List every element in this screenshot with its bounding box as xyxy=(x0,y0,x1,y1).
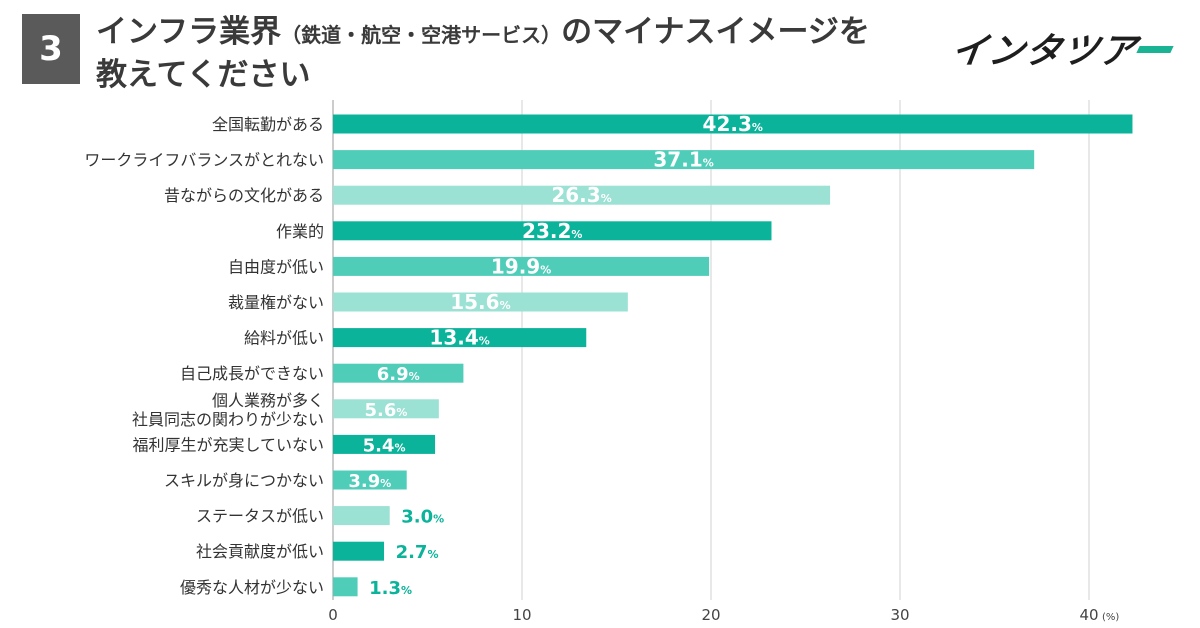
bar xyxy=(333,150,1035,170)
bar xyxy=(333,221,772,241)
bar xyxy=(333,363,464,383)
value-label: 2.7% xyxy=(396,542,439,563)
category-label: 優秀な人材が少ない xyxy=(180,578,324,597)
value-label: 15.6% xyxy=(450,290,510,314)
category-label: スキルが身につかない xyxy=(164,471,324,490)
value-label: 42.3% xyxy=(703,112,763,136)
question-number: 3 xyxy=(39,29,63,69)
x-unit-label: (%) xyxy=(1102,612,1119,623)
bar xyxy=(333,399,439,419)
x-tick-label: 10 xyxy=(512,606,531,624)
value-label: 1.3% xyxy=(369,578,412,599)
bar xyxy=(333,114,1133,134)
value-label: 19.9% xyxy=(491,254,551,278)
category-label: 全国転勤がある xyxy=(212,115,324,134)
category-label: 作業的 xyxy=(276,222,324,241)
bar xyxy=(333,185,831,205)
category-label: 裁量権がない xyxy=(228,293,324,312)
category-label: ステータスが低い xyxy=(196,507,324,526)
category-label: ワークライフバランスがとれない xyxy=(84,151,324,170)
title-main-1: インフラ業界 xyxy=(96,14,282,50)
bar xyxy=(333,470,407,490)
question-number-badge: 3 xyxy=(22,14,80,84)
title-main-2: のマイナスイメージを xyxy=(561,14,870,50)
bar xyxy=(333,328,587,348)
bar xyxy=(333,577,358,597)
value-label: 3.9% xyxy=(348,471,391,492)
value-label: 13.4% xyxy=(429,326,489,350)
title-paren: （鉄道・航空・空港サービス） xyxy=(281,23,562,47)
category-label: 社会貢献度が低い xyxy=(196,542,324,561)
value-label: 23.2% xyxy=(522,219,582,243)
value-label: 37.1% xyxy=(653,148,713,172)
value-label: 3.0% xyxy=(401,507,444,528)
category-label: 自由度が低い xyxy=(228,257,324,276)
value-label: 6.9% xyxy=(377,364,420,385)
bar xyxy=(333,434,436,454)
value-label: 5.6% xyxy=(364,400,407,421)
value-label: 5.4% xyxy=(363,435,406,456)
x-tick-label: 0 xyxy=(328,606,338,624)
category-label: 昔ながらの文化がある xyxy=(164,186,324,205)
bar xyxy=(333,541,385,561)
category-label: 自己成長ができない xyxy=(180,364,324,383)
title-line-2: 教えてください xyxy=(96,57,311,93)
value-label: 26.3% xyxy=(551,183,611,207)
category-label: 給料が低い xyxy=(244,329,324,348)
x-tick-label: 30 xyxy=(890,606,909,624)
x-tick-label: 40 xyxy=(1079,606,1098,624)
x-tick-label: 20 xyxy=(701,606,720,624)
chart-title: インフラ業界（鉄道・航空・空港サービス）のマイナスイメージを 教えてください xyxy=(96,12,916,95)
bar xyxy=(333,506,390,526)
bar xyxy=(333,292,628,312)
category-label: 福利厚生が充実していない xyxy=(132,435,324,454)
category-label: 個人業務が多く社員同志の関わりが少ない xyxy=(132,391,324,429)
bar xyxy=(333,256,710,276)
